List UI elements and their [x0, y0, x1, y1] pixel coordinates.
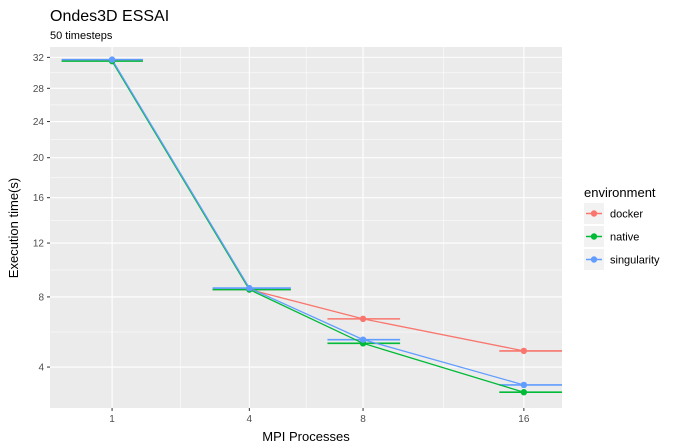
y-axis-title: Execution time(s): [6, 178, 21, 278]
y-tick-label: 12: [33, 239, 45, 250]
y-tick-label: 28: [33, 84, 45, 95]
chart-title: Ondes3D ESSAI: [50, 8, 169, 25]
data-point-docker: [520, 347, 528, 355]
x-axis-title: MPI Processes: [262, 429, 350, 444]
y-tick-label: 8: [38, 292, 44, 303]
legend: docker native singularity: [584, 203, 660, 270]
series-layer: [61, 56, 562, 396]
grid-minor: [50, 47, 562, 408]
legend-label-singularity: singularity: [610, 255, 660, 267]
data-point-singularity: [246, 284, 253, 292]
legend-label-native: native: [610, 232, 639, 244]
legend-title: environment: [584, 185, 656, 200]
data-point-docker: [359, 315, 367, 323]
y-tick-label: 32: [33, 53, 45, 64]
x-tick-label: 8: [360, 414, 366, 425]
x-tick-label: 4: [247, 414, 253, 425]
y-tick-label: 16: [33, 193, 45, 204]
legend-point-singularity: [590, 256, 598, 263]
chart-subtitle: 50 timesteps: [50, 30, 113, 42]
y-tick-label: 4: [38, 363, 44, 374]
x-tick-label: 16: [518, 414, 530, 425]
y-tick-label: 20: [33, 153, 45, 164]
grid-major: [50, 47, 562, 408]
data-point-singularity: [520, 381, 528, 389]
legend-label-docker: docker: [610, 209, 643, 221]
data-point-singularity: [359, 336, 367, 343]
legend-point-native: [590, 233, 598, 240]
x-axis: 1 4 8 16: [109, 408, 530, 425]
series-line-singularity: [111, 59, 525, 386]
data-point-native: [520, 389, 528, 396]
legend-point-docker: [590, 210, 598, 217]
y-tick-label: 24: [33, 117, 45, 128]
y-axis: 4 8 12 16 20 24 28 32: [33, 53, 50, 374]
series-line-native: [111, 60, 525, 393]
data-point-singularity: [108, 56, 116, 63]
x-tick-label: 1: [109, 414, 115, 425]
